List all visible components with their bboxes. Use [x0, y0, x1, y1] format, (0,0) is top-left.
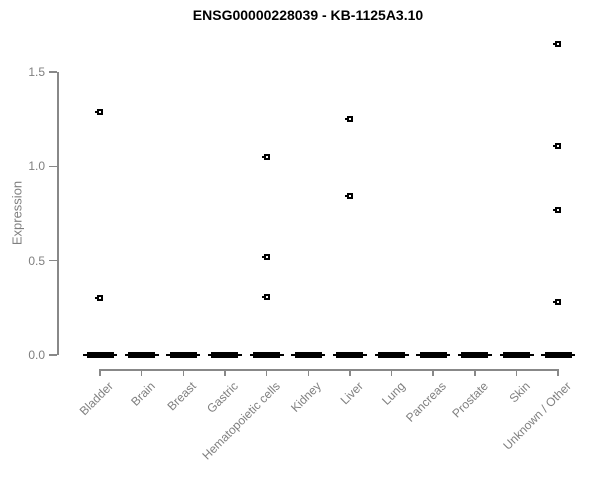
y-tick-label: 1.0 [28, 159, 45, 174]
box-body [128, 352, 156, 358]
outlier-point [553, 206, 562, 213]
y-tick-label: 0.0 [28, 348, 45, 362]
box-body [336, 352, 364, 358]
x-axis-tick [432, 369, 434, 376]
box-body [503, 352, 530, 358]
outlier-point [344, 116, 353, 123]
outlier-point [344, 193, 353, 200]
x-axis-tick [515, 369, 518, 376]
y-tick-label: 0.5 [28, 253, 45, 268]
y-axis-tick [49, 259, 57, 262]
outlier-point [261, 293, 270, 300]
y-axis-tick [49, 354, 57, 356]
x-axis-tick [474, 369, 476, 376]
x-axis-tick [182, 369, 185, 376]
y-axis-label: Expression [9, 180, 25, 246]
x-axis-tick [224, 369, 226, 376]
x-axis-tick [349, 369, 351, 376]
outlier-point [553, 40, 562, 47]
x-axis-tick [140, 369, 143, 376]
box-body [544, 352, 572, 358]
outlier-point [261, 253, 270, 260]
x-axis-tick [307, 369, 309, 376]
y-tick-label: 1.5 [28, 64, 45, 79]
y-axis-tick [49, 71, 57, 73]
x-axis-tick [557, 369, 559, 376]
x-axis-tick [265, 369, 268, 376]
box-body [419, 352, 447, 358]
x-axis-tick [99, 369, 101, 376]
y-axis-tick [49, 165, 57, 168]
box-body [294, 352, 322, 358]
box-body [461, 352, 489, 358]
box-body [253, 352, 281, 358]
outlier-point [261, 153, 270, 160]
y-axis-line [57, 72, 59, 355]
x-axis-tick [390, 369, 393, 376]
outlier-point [553, 299, 562, 306]
chart-title: ENSG00000228039 - KB-1125A3.10 [192, 7, 424, 23]
outlier-point [95, 108, 103, 115]
box-body [378, 352, 406, 358]
outlier-point [553, 142, 562, 149]
outlier-point [95, 295, 103, 302]
box-body [211, 352, 239, 358]
box-body [169, 352, 197, 358]
box-body [86, 352, 114, 358]
x-axis-line [100, 369, 559, 371]
